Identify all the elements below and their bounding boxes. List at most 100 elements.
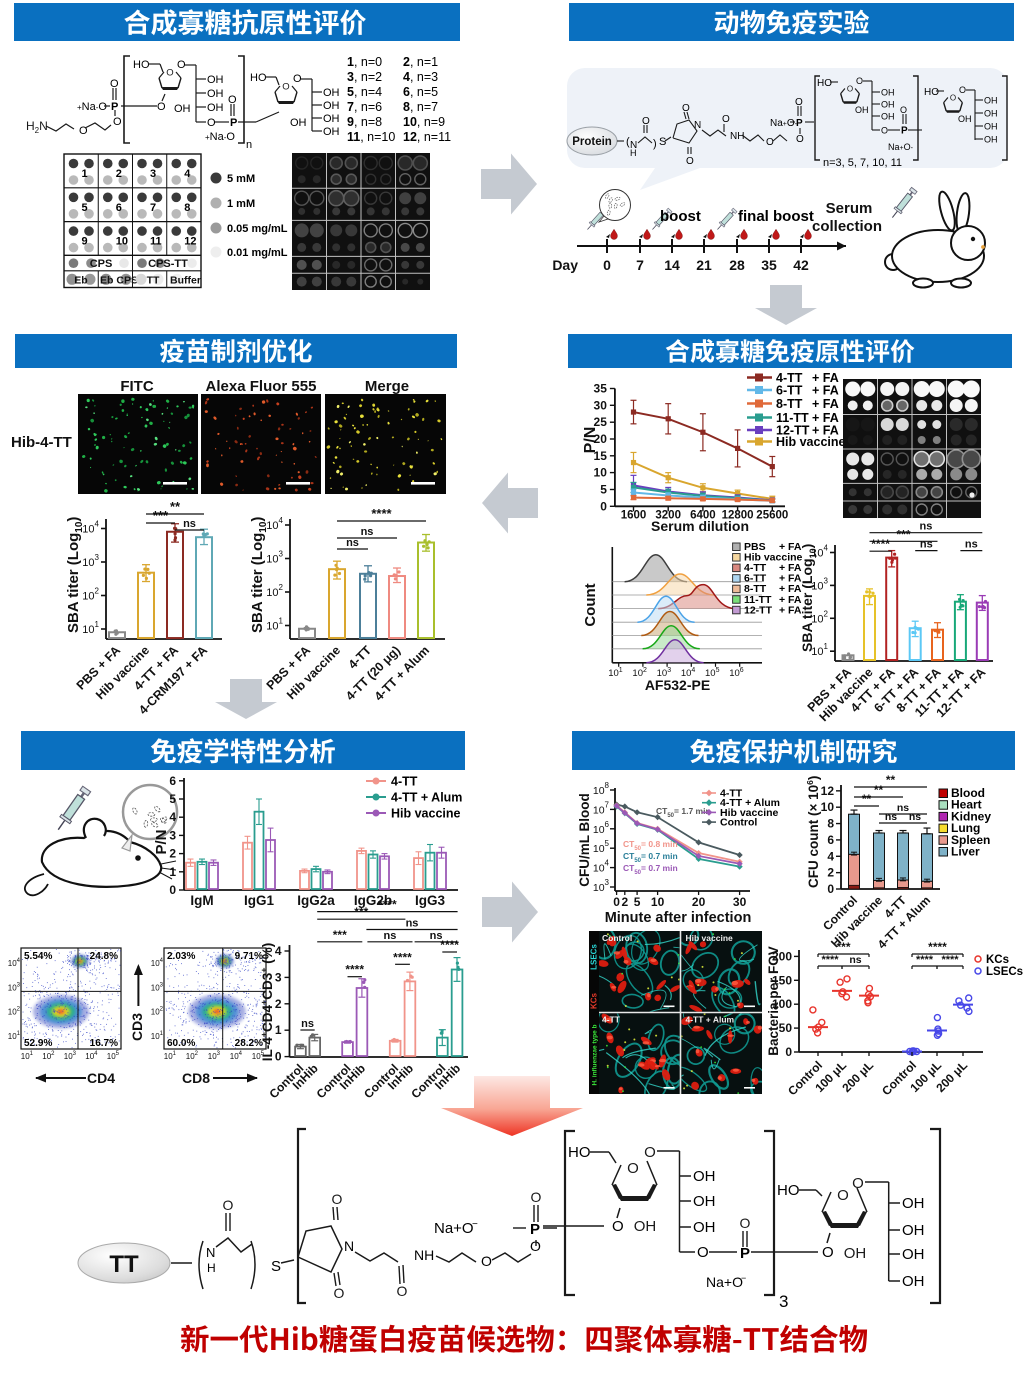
svg-text:***: *** [836,940,850,954]
svg-text:): ) [653,138,657,150]
svg-text:21: 21 [696,257,712,273]
svg-text:**: ** [862,792,872,806]
svg-text:H: H [207,1261,216,1275]
svg-text:12-TT: 12-TT [744,604,773,616]
svg-text:+ FA: + FA [812,384,839,398]
svg-text:3, n=2: 3, n=2 [347,70,382,84]
svg-text:LSECs: LSECs [986,966,1023,978]
svg-text:P: P [230,117,237,129]
svg-text:Control: Control [720,817,757,829]
svg-text:25600: 25600 [756,510,788,522]
svg-text:200: 200 [772,949,792,963]
svg-text:12: 12 [821,784,835,798]
svg-text:N: N [694,120,701,131]
svg-text:OH: OH [207,74,224,86]
svg-text:Merge: Merge [365,378,409,395]
svg-text:102: 102 [151,1007,164,1017]
svg-text:S: S [659,136,666,148]
svg-text:+ FA: + FA [779,541,802,553]
svg-text:OH: OH [323,126,340,138]
svg-text:ns: ns [406,918,419,930]
svg-text:Na+O: Na+O [706,1274,743,1290]
svg-text:****: **** [371,506,392,521]
svg-text:O: O [766,137,774,148]
svg-text:0: 0 [785,1045,792,1059]
svg-text:O: O [481,1253,492,1269]
svg-text:O: O [207,117,216,129]
svg-text:12: 12 [184,236,196,248]
svg-text:2: 2 [275,997,282,1011]
svg-text:ns: ns [183,518,196,530]
svg-text:104: 104 [8,958,21,968]
svg-text:Count: Count [582,583,599,626]
svg-text:***: *** [354,905,368,919]
svg-text:50: 50 [779,1021,793,1035]
svg-text:101: 101 [151,1031,164,1041]
svg-text:0: 0 [827,882,834,896]
svg-text:Serum: Serum [826,200,873,217]
svg-text:O: O [79,125,88,137]
svg-text:O: O [612,1218,624,1235]
svg-text:IgG1: IgG1 [244,893,274,908]
svg-text:ns: ns [361,526,374,538]
svg-text:4-TT + Alum: 4-TT + Alum [391,791,462,805]
svg-text:**: ** [874,783,884,797]
svg-text:Blood: Blood [951,786,985,800]
svg-text:5 mM: 5 mM [227,173,255,185]
svg-text:OH: OH [323,100,340,112]
svg-text:O: O [293,73,302,85]
svg-text:2, n=1: 2, n=1 [403,55,438,69]
svg-text:O: O [397,1283,408,1299]
svg-text:CFU/mL Blood: CFU/mL Blood [577,793,592,887]
svg-text:Protein: Protein [572,136,612,148]
svg-text:Hib-4-TT: Hib-4-TT [11,434,72,451]
svg-text:IgG2b: IgG2b [354,893,392,908]
svg-text:2.03%: 2.03% [167,951,195,962]
svg-text:52.9%: 52.9% [24,1038,52,1049]
svg-text:4: 4 [275,944,282,958]
svg-text:4-TT: 4-TT [776,371,803,385]
svg-text:O: O [959,85,966,95]
svg-text:60.0%: 60.0% [167,1038,195,1049]
svg-text:2: 2 [169,847,176,861]
svg-text:IgG2a: IgG2a [297,893,335,908]
svg-text:Na+O-: Na+O- [770,118,798,129]
svg-text:4: 4 [184,168,191,180]
svg-text:CD4: CD4 [87,1070,115,1086]
svg-text:3: 3 [779,1292,788,1311]
svg-text:O: O [740,1215,751,1231]
svg-text:ns: ns [897,802,909,814]
svg-text:0: 0 [600,499,607,513]
svg-text:Spleen: Spleen [951,833,990,847]
svg-text:n=3, 5, 7, 10, 11: n=3, 5, 7, 10, 11 [823,157,902,169]
svg-text:H2N: H2N [26,119,48,135]
svg-text:***: *** [153,508,169,523]
svg-text:AF532-PE: AF532-PE [645,677,710,693]
svg-text:HO: HO [133,59,150,71]
svg-text:O: O [837,1187,849,1204]
svg-text:101: 101 [21,1051,34,1061]
svg-text:Na+O-: Na+O- [888,142,914,152]
svg-text:105: 105 [107,1051,120,1061]
svg-text:P/N: P/N [582,427,599,454]
svg-text:IgG3: IgG3 [415,893,445,908]
svg-text:Hib vaccine: Hib vaccine [720,807,779,819]
svg-text:TT: TT [109,1251,139,1278]
svg-text:O: O [950,93,956,102]
svg-text:CFU count (× 106): CFU count (× 106) [805,776,821,888]
svg-text:Buffer: Buffer [170,274,201,286]
svg-text:collection: collection [812,218,882,235]
svg-text:CPS: CPS [90,258,113,270]
svg-text:S: S [271,1258,281,1275]
svg-text:OH: OH [984,109,998,119]
svg-text:Serum dilution: Serum dilution [651,518,749,534]
svg-text:100: 100 [772,997,792,1011]
svg-text:24.8%: 24.8% [90,951,118,962]
svg-text:****: **** [440,938,459,952]
svg-text:5: 5 [600,482,607,496]
svg-text:9.71%: 9.71% [235,951,263,962]
svg-text:O: O [796,134,804,145]
svg-text:P: P [530,1221,540,1238]
svg-text:ns: ns [909,811,921,823]
svg-text:OH: OH [207,102,224,114]
